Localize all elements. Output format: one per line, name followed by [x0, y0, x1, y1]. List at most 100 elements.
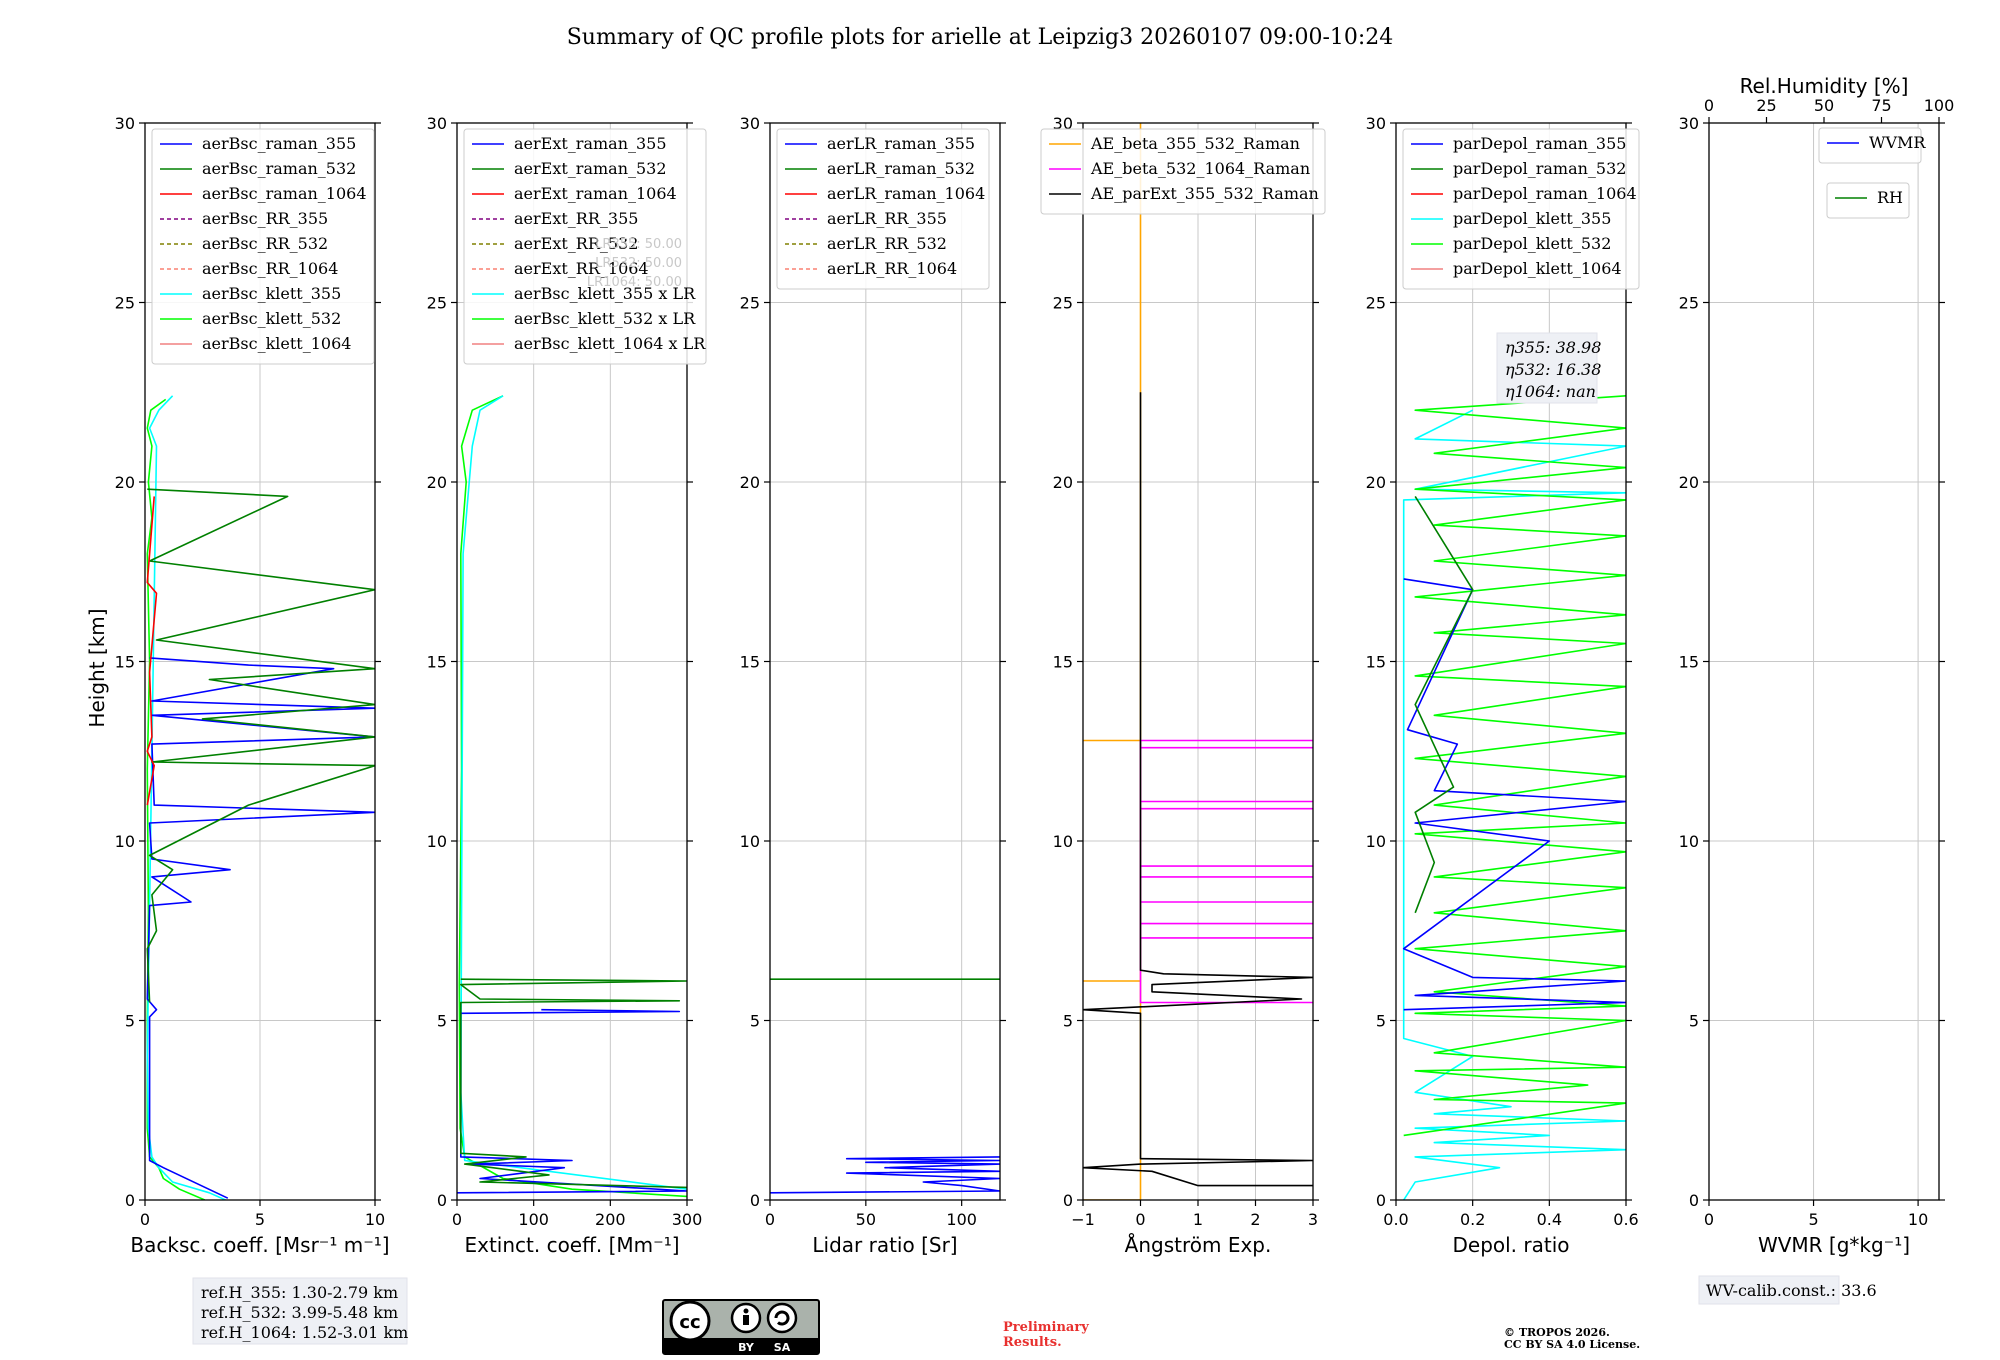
series-depol-lime	[1403, 395, 1626, 1137]
y-tick-label: 30	[115, 114, 135, 133]
y-tick-label: 10	[740, 832, 760, 851]
wv-calib-box: WV-calib.const.: 33.6	[1698, 1275, 1877, 1305]
legend-backscatter-frame	[151, 128, 375, 365]
y-tick-label: 0	[125, 1191, 135, 1210]
series-backscatter-lime	[146, 398, 206, 1200]
x-axis-label-angstrom: Ångström Exp.	[1125, 1233, 1272, 1257]
y-tick-label: 20	[427, 473, 447, 492]
panel-extinction: 0 100 200 300 0 5 10 15 20 25 30 Extinct. coeff. [M…	[427, 114, 707, 1257]
y-tick-label: 15	[427, 653, 447, 672]
x-tick-label: 0.0	[1383, 1210, 1408, 1229]
y-tick-label: 20	[740, 473, 760, 492]
cc-by-text: BY	[738, 1341, 755, 1354]
x-tick-label: 10	[1908, 1210, 1928, 1229]
figure-title: Summary of QC profile plots for arielle …	[567, 25, 1394, 50]
y-tick-label: 0	[1689, 1191, 1699, 1210]
y-tick-label: 20	[1679, 473, 1699, 492]
legend-label-aerBsc_klett_1064: aerBsc_klett_1064	[202, 334, 351, 353]
legend-label-aerLR_RR_355: aerLR_RR_355	[827, 209, 947, 228]
legend-wvmr: WVMR	[1818, 127, 1926, 164]
legend-label-parDepol_raman_532: parDepol_raman_532	[1453, 159, 1626, 178]
y-tick-label: 10	[1679, 832, 1699, 851]
y-tick-label: 10	[1366, 832, 1386, 851]
legend-label-aerLR_RR_532: aerLR_RR_532	[827, 234, 947, 253]
eta-value-2: η1064: nan	[1505, 382, 1596, 401]
y-tick-label: 25	[740, 294, 760, 313]
series-group	[770, 978, 1000, 1194]
y-tick-label: 5	[125, 1012, 135, 1031]
x-axis-label-extinction: Extinct. coeff. [Mm⁻¹]	[464, 1233, 679, 1257]
series-angstrom-black	[1083, 392, 1313, 1187]
y-tick-label: 25	[1366, 294, 1386, 313]
legend-depol-frame	[1402, 128, 1640, 290]
y-tick-label: 15	[115, 653, 135, 672]
legend-label-aerBsc_klett_355: aerBsc_klett_355	[202, 284, 341, 303]
cc-sa-text: SA	[774, 1341, 791, 1354]
y-tick-label: 10	[115, 832, 135, 851]
legend-rh: RH	[1826, 182, 1910, 219]
x-tick-label: 5	[1808, 1210, 1818, 1229]
x-tick-label: −1	[1071, 1210, 1095, 1229]
panel-backscatter: 0 5 10 0 5 10 15 20 25 30 Backsc. coeff. [Msr⁻¹ m⁻…	[115, 114, 390, 1257]
series-backscatter-cyan	[146, 395, 226, 1200]
ref-height-355: ref.H_355: 1.30-2.79 km	[201, 1283, 398, 1302]
wv-calib-text: WV-calib.const.: 33.6	[1706, 1281, 1877, 1300]
legend-label-aerBsc_raman_532: aerBsc_raman_532	[202, 159, 356, 178]
x-tick-label: 5	[255, 1210, 265, 1229]
y-tick-label: 15	[1679, 653, 1699, 672]
y-tick-label: 30	[1679, 114, 1699, 133]
series-group	[1402, 395, 1626, 1200]
x-tick-label: 2	[1250, 1210, 1260, 1229]
x-tick-label: 0	[452, 1210, 462, 1229]
y-axis-label: Height [km]	[85, 608, 109, 727]
y-tick-label: 20	[1053, 473, 1073, 492]
legend-angstrom: AE_beta_355_532_Raman AE_beta_532_1064_Ra…	[1040, 128, 1326, 215]
x-tick-label: 0.2	[1460, 1210, 1485, 1229]
eta-box	[1496, 332, 1598, 404]
legend-angstrom-frame	[1040, 128, 1326, 215]
legend-label-aerLR_raman_355: aerLR_raman_355	[827, 134, 975, 153]
x2-tick-label: 25	[1756, 96, 1776, 115]
series-lidarratio-blue	[770, 1156, 1000, 1194]
svg-text:cc: cc	[679, 1312, 700, 1333]
legend-extinction: aerExt_raman_355 aerExt_raman_532 aerExt_r…	[463, 128, 707, 365]
series-extinction-green	[460, 978, 687, 1189]
y-tick-label: 0	[437, 1191, 447, 1210]
legend-label-parDepol_raman_355: parDepol_raman_355	[1453, 134, 1626, 153]
x-tick-label: 10	[365, 1210, 385, 1229]
series-group	[146, 395, 375, 1200]
x-tick-label: 0	[140, 1210, 150, 1229]
x-tick-label: 1	[1193, 1210, 1203, 1229]
ref-heights-box: ref.H_355: 1.30-2.79 km ref.H_532: 3.99-…	[192, 1277, 408, 1345]
legend-label-parDepol_klett_355: parDepol_klett_355	[1453, 209, 1611, 228]
ref-height-1064: ref.H_1064: 1.52-3.01 km	[201, 1323, 408, 1342]
legend-label-aerExt_raman_355: aerExt_raman_355	[514, 134, 667, 153]
series-depol-green	[1414, 495, 1474, 914]
y-tick-label: 30	[740, 114, 760, 133]
legend-label-aerBsc_klett_355 x LR: aerBsc_klett_355 x LR	[514, 284, 696, 303]
series-depol-cyan	[1402, 409, 1626, 1200]
x2-tick-label: 50	[1814, 96, 1834, 115]
legend-label-aerExt_RR_1064: aerExt_RR_1064	[514, 259, 649, 278]
x-axis-label-lidarratio: Lidar ratio [Sr]	[812, 1233, 957, 1257]
x2-tick-label: 75	[1871, 96, 1891, 115]
y-tick-label: 15	[740, 653, 760, 672]
y-tick-label: 0	[1376, 1191, 1386, 1210]
legend-label-parDepol_raman_1064: parDepol_raman_1064	[1453, 184, 1637, 203]
faint-lr-2: LR1064: 50.00	[587, 275, 682, 290]
legend-wvmr-frame	[1818, 127, 1922, 164]
copyright-line2: CC BY SA 4.0 License.	[1504, 1338, 1640, 1351]
x-tick-label: 100	[518, 1210, 549, 1229]
x-tick-label: 3	[1308, 1210, 1318, 1229]
legend-label-AE_beta_532_1064_Raman: AE_beta_532_1064_Raman	[1090, 159, 1310, 178]
y-tick-label: 5	[437, 1012, 447, 1031]
y-tick-label: 5	[1689, 1012, 1699, 1031]
y-tick-label: 10	[1053, 832, 1073, 851]
legend-label-aerExt_RR_355: aerExt_RR_355	[514, 209, 638, 228]
ref-height-532: ref.H_532: 3.99-5.48 km	[201, 1303, 398, 1322]
legend-extinction-frame	[463, 128, 707, 365]
x-tick-label: 50	[856, 1210, 876, 1229]
